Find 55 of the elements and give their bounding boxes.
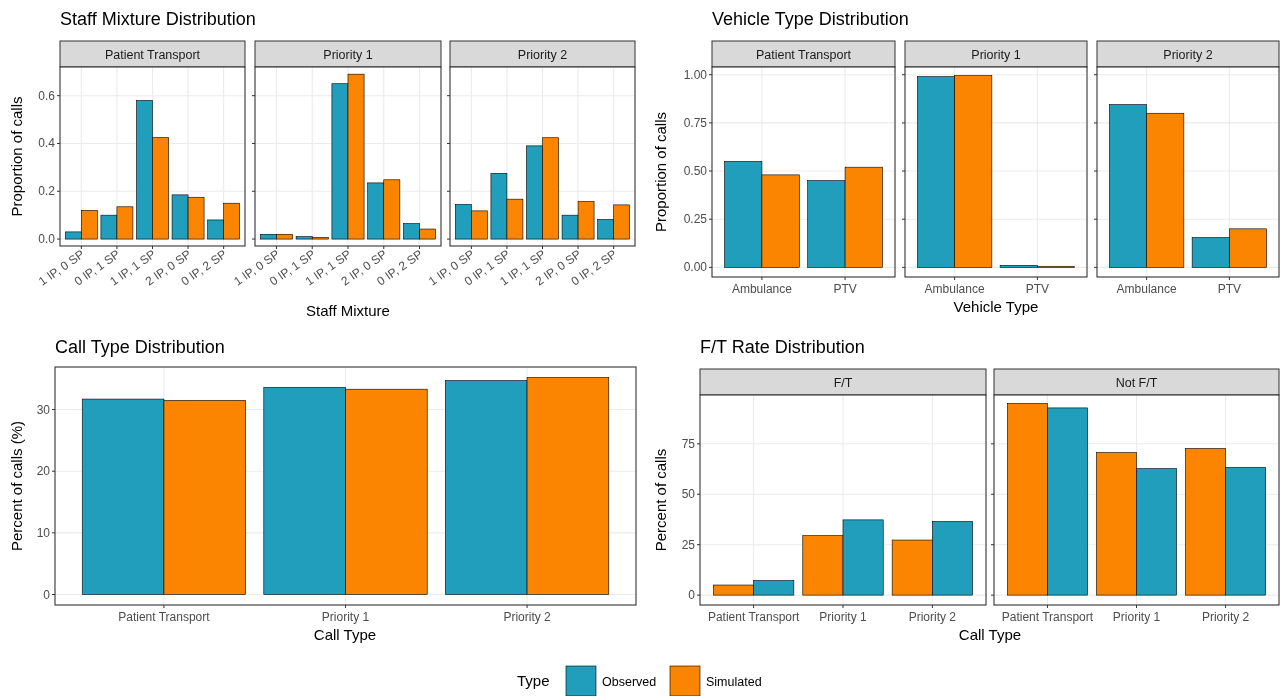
- y-tick-label: 0.2: [38, 184, 56, 199]
- x-tick-label: Priority 2: [503, 610, 552, 624]
- x-tick-label: Patient Transport: [118, 610, 211, 624]
- y-tick-label: 1.00: [683, 67, 708, 82]
- chart-subtitle: Priority 1: [971, 47, 1021, 62]
- x-tick-label: PTV: [833, 282, 857, 296]
- x-tick-label: Ambulance: [924, 282, 985, 296]
- x-tick-label: Priority 2: [1201, 610, 1250, 624]
- x-tick-label: Priority 1: [1112, 610, 1161, 624]
- chart-subtitle: Priority 2: [517, 47, 568, 62]
- x-axis-title: Call Type: [958, 626, 1022, 643]
- legend-title: Type: [517, 672, 550, 689]
- y-axis-title: Proportion of calls: [652, 111, 669, 233]
- chart-subtitle: F/T: [833, 375, 853, 390]
- chart-subtitle: Priority 1: [323, 47, 373, 62]
- y-tick-label: 0.6: [38, 88, 56, 103]
- chart-title: Call Type Distribution: [55, 337, 225, 357]
- chart-title: Staff Mixture Distribution: [60, 9, 256, 29]
- chart-subtitle: Not F/T: [1115, 375, 1158, 390]
- y-axis-title: Percent of calls (%): [8, 420, 25, 552]
- x-tick-label: Priority 1: [819, 610, 867, 624]
- x-axis-title: Staff Mixture: [306, 302, 390, 319]
- x-tick-label: PTV: [1217, 282, 1242, 296]
- y-tick-label: 25: [681, 537, 696, 552]
- y-axis-title: Proportion of calls: [8, 96, 25, 217]
- y-tick-label: 20: [36, 464, 51, 479]
- legend-label: Simulated: [706, 674, 762, 689]
- y-tick-label: 0.25: [683, 212, 708, 227]
- legend-label: Observed: [602, 674, 657, 689]
- y-tick-label: 10: [36, 525, 51, 540]
- x-axis-title: Call Type: [313, 626, 377, 643]
- x-tick-label: Patient Transport: [707, 610, 800, 624]
- y-tick-label: 75: [681, 436, 696, 451]
- y-tick-label: 0.00: [683, 260, 708, 275]
- x-tick-label: Ambulance: [731, 282, 793, 296]
- chart-subtitle: Priority 2: [1163, 47, 1213, 62]
- x-axis-title: Vehicle Type: [953, 298, 1039, 315]
- y-tick-label: 0: [688, 588, 696, 603]
- y-tick-label: 0.75: [683, 115, 708, 130]
- y-axis-title: Percent of calls: [652, 448, 669, 552]
- x-tick-label: Patient Transport: [1001, 610, 1094, 624]
- x-tick-label: Ambulance: [1116, 282, 1177, 296]
- x-tick-label: Priority 2: [908, 610, 957, 624]
- chart-subtitle: Patient Transport: [755, 47, 852, 62]
- y-tick-label: 0.0: [38, 232, 56, 247]
- y-tick-label: 30: [36, 402, 51, 417]
- chart-subtitle: Patient Transport: [104, 47, 201, 62]
- y-tick-label: 0: [43, 587, 51, 602]
- y-tick-label: 0.4: [38, 136, 56, 151]
- x-tick-label: PTV: [1025, 282, 1050, 296]
- y-tick-label: 50: [681, 487, 696, 502]
- chart-title: F/T Rate Distribution: [700, 337, 865, 357]
- chart-title: Vehicle Type Distribution: [712, 9, 909, 29]
- y-tick-label: 0.50: [683, 164, 708, 179]
- x-tick-label: Priority 1: [321, 610, 370, 624]
